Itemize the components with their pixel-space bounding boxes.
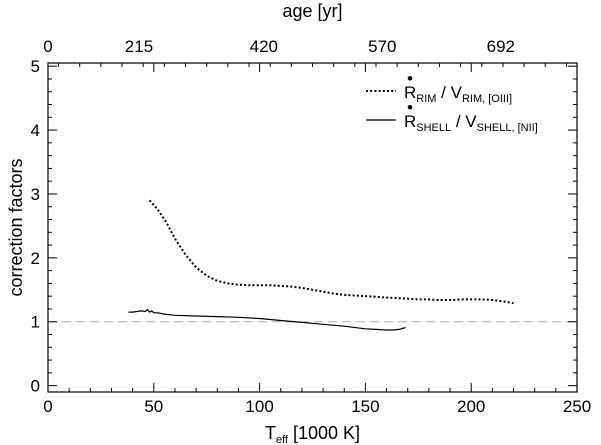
- y-tick-label: 2: [31, 249, 40, 268]
- legend-label-shell: RSHELL / VSHELL, [NII]: [404, 112, 538, 134]
- legend-entry-shell: RSHELL / VSHELL, [NII] •: [366, 98, 538, 134]
- x-tick-label: 0: [43, 397, 52, 416]
- y-tick-label: 0: [31, 377, 40, 396]
- top-tick-label: 570: [368, 37, 396, 56]
- legend-rim-dot: •: [407, 69, 413, 88]
- legend-shell-main: R: [404, 112, 416, 131]
- y-tick-label: 3: [31, 185, 40, 204]
- top-tick-label: 692: [487, 37, 515, 56]
- top-tick-label: 420: [250, 37, 278, 56]
- series-line-rim: [148, 199, 514, 305]
- legend-entry-rim: RRIM / VRIM, [OIII] •: [366, 69, 512, 105]
- x-tick-label: 100: [245, 397, 273, 416]
- legend-rim-sub2: RIM, [OIII]: [462, 93, 512, 105]
- top-tick-label: 0: [43, 37, 52, 56]
- x-axis-title-rest: [1000 K]: [288, 423, 360, 443]
- series-layer: [128, 199, 514, 331]
- top-tick-label: 215: [125, 37, 153, 56]
- top-axis-title: age [yr]: [282, 1, 342, 21]
- y-tick-label: 1: [31, 313, 40, 332]
- series-line-shell: [128, 308, 406, 331]
- legend: RRIM / VRIM, [OIII] • RSHELL / VSHELL, […: [366, 69, 538, 134]
- x-tick-label: 200: [457, 397, 485, 416]
- x-tick-label: 150: [351, 397, 379, 416]
- legend-rim-mid: / V: [436, 83, 462, 102]
- legend-label-rim: RRIM / VRIM, [OIII]: [404, 83, 512, 105]
- legend-shell-mid: / V: [451, 112, 477, 131]
- legend-shell-sub1: SHELL: [416, 122, 451, 134]
- y-tick-label: 4: [31, 121, 40, 140]
- x-tick-label: 250: [563, 397, 591, 416]
- legend-rim-sub1: RIM: [416, 93, 436, 105]
- legend-rim-main: R: [404, 83, 416, 102]
- y-axis-title: correction factors: [6, 158, 26, 296]
- legend-shell-sub2: SHELL, [NII]: [477, 122, 538, 134]
- legend-shell-dot: •: [407, 98, 413, 117]
- ticks-layer: 0 50 100 150 200 250 0 215 420 570 692 0 1 2 3 4 5: [31, 37, 592, 416]
- y-tick-label: 5: [31, 57, 40, 76]
- x-axis-title-sub: eff: [276, 434, 289, 445]
- x-tick-label: 50: [144, 397, 163, 416]
- plot-frame: [47, 62, 578, 393]
- x-axis-title-main: T: [265, 423, 276, 443]
- x-axis-title: Teff [1000 K]: [265, 423, 360, 445]
